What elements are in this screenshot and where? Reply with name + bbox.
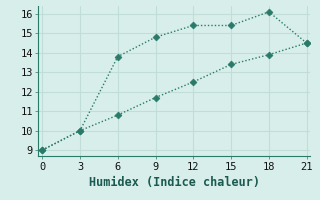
X-axis label: Humidex (Indice chaleur): Humidex (Indice chaleur) [89,176,260,189]
